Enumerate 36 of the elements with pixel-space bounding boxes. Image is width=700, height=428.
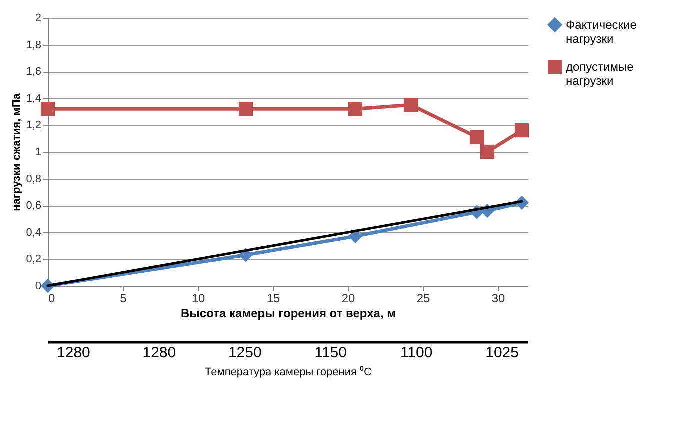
y-tick-label: 1,6 xyxy=(26,66,42,78)
y-tick-label: 0,8 xyxy=(26,173,42,186)
y-tick-label: 0,2 xyxy=(26,254,42,266)
y-axis-title: нагрузки сжатия, мПа xyxy=(11,92,24,212)
text: 1280 xyxy=(57,344,90,362)
y-tick-label: 0,6 xyxy=(26,200,42,212)
point xyxy=(514,123,530,138)
legend-label: Фактические нагрузки xyxy=(566,18,638,46)
y-tick-label: 1,2 xyxy=(26,120,42,132)
x-tick-label: 20 xyxy=(342,292,356,306)
point xyxy=(404,98,418,112)
legend-label: допустимые нагрузки xyxy=(566,60,634,88)
point xyxy=(470,130,484,144)
x-tick-label: 0 xyxy=(48,292,56,306)
point xyxy=(480,144,495,160)
text: 1025 xyxy=(486,344,519,362)
y-tick-label: 2 xyxy=(35,12,42,24)
y-tick-label: 1,8 xyxy=(26,39,42,52)
x-tick-label: 5 xyxy=(120,292,128,306)
text: 1150 xyxy=(314,344,347,362)
x-tick-label: 30 xyxy=(492,292,506,306)
point xyxy=(40,102,56,116)
y-tick-label: 1 xyxy=(35,146,42,158)
x-tick-label: 15 xyxy=(266,292,280,306)
y-tick-label: 1,4 xyxy=(26,92,42,105)
y-tick-label: 0,4 xyxy=(26,226,42,239)
y-tick-label: 0 xyxy=(35,280,42,292)
x-axis-title: Высота камеры горения от верха, м xyxy=(181,306,396,320)
text: 1100 xyxy=(400,344,433,362)
x-tick-label: 25 xyxy=(416,292,430,306)
text: 1280 xyxy=(142,344,176,362)
x2-axis-title: Температура камеры горения ⁰C xyxy=(205,366,372,378)
text: 1250 xyxy=(228,344,262,362)
point xyxy=(348,102,363,116)
x-tick-label: 10 xyxy=(192,292,206,306)
point xyxy=(238,102,254,116)
